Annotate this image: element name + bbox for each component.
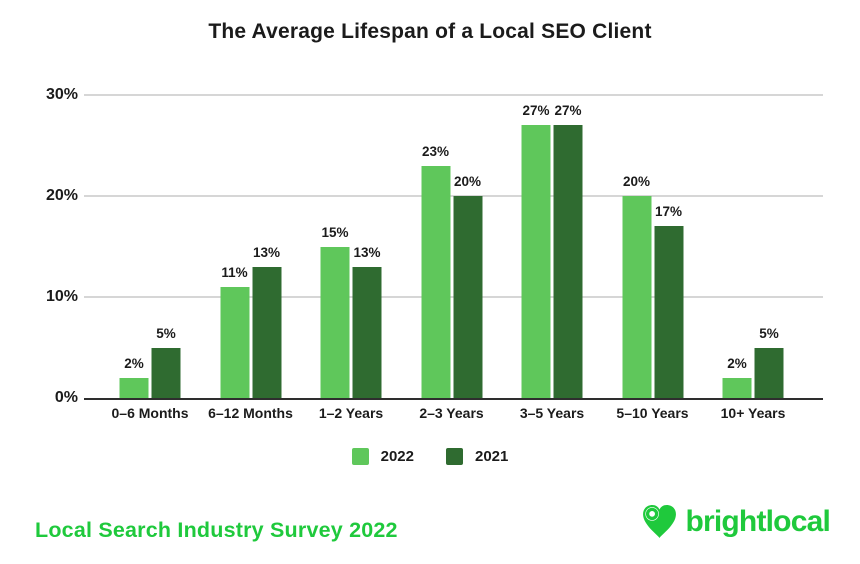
bar-column: 15% xyxy=(320,224,350,398)
legend-item-2022: 2022 xyxy=(351,448,414,465)
bar-value-label: 2% xyxy=(727,355,747,371)
x-axis-line xyxy=(84,397,823,400)
chart-title: The Average Lifespan of a Local SEO Clie… xyxy=(208,20,652,43)
bar-value-label: 5% xyxy=(759,325,779,341)
bar-column: 27% xyxy=(521,103,551,398)
bar-group-3: 15% 13% xyxy=(320,224,382,398)
y-tick-label: 10% xyxy=(45,288,78,305)
bar-2022 xyxy=(521,125,551,398)
bar-group-1: 2% 5% xyxy=(119,325,181,398)
legend-item-2021: 2021 xyxy=(446,448,508,465)
bar-column: 2% xyxy=(119,355,149,398)
bar-2022 xyxy=(220,286,249,398)
bar-value-label: 20% xyxy=(622,174,651,189)
category-label: 0–6 Months xyxy=(111,405,189,421)
y-tick-label: 20% xyxy=(45,187,78,204)
legend-swatch-2022 xyxy=(351,448,369,465)
bar-column: 5% xyxy=(754,325,784,398)
bar-value-label: 13% xyxy=(353,244,381,260)
legend-label-2021: 2021 xyxy=(475,448,509,465)
category-label: 2–3 Years xyxy=(419,405,484,421)
bar-2021 xyxy=(453,196,482,398)
bar-2021 xyxy=(252,266,281,398)
legend-label-2022: 2022 xyxy=(380,448,414,465)
category-label: 5–10 Years xyxy=(616,405,689,421)
bar-2022 xyxy=(320,246,350,398)
legend-swatch-2021 xyxy=(446,448,463,465)
category-label: 3–5 Years xyxy=(519,405,585,421)
bar-group-2: 11% 13% xyxy=(220,245,281,398)
y-tick-label: 30% xyxy=(45,86,78,103)
bar-2021 xyxy=(553,125,583,398)
bar-2022 xyxy=(622,196,651,398)
bar-2021 xyxy=(654,226,683,398)
bar-value-label: 20% xyxy=(453,174,482,189)
brightlocal-wordmark: brightlocal xyxy=(685,504,830,538)
heart-pin-icon xyxy=(643,505,677,538)
bar-group-7: 2% 5% xyxy=(722,325,784,398)
bar-column: 13% xyxy=(352,244,382,398)
category-label: 1–2 Years xyxy=(318,405,384,421)
survey-caption: Local Search Industry Survey 2022 xyxy=(35,518,398,542)
bar-column: 20% xyxy=(453,174,482,398)
bar-2022 xyxy=(421,165,450,398)
bar-group-4: 23% 20% xyxy=(421,144,482,398)
gridline-30 xyxy=(84,94,823,96)
bar-value-label: 27% xyxy=(554,103,582,119)
bar-2021 xyxy=(352,266,382,398)
brightlocal-logo: brightlocal xyxy=(641,504,831,539)
category-label: 10+ Years xyxy=(720,405,786,421)
bar-2022 xyxy=(119,377,149,398)
bar-value-label: 5% xyxy=(156,325,176,341)
legend: 2022 2021 xyxy=(0,448,860,465)
bar-value-label: 17% xyxy=(654,204,683,220)
bar-group-5: 27% 27% xyxy=(521,103,583,398)
bar-column: 5% xyxy=(151,325,181,398)
bar-2022 xyxy=(722,377,752,398)
category-label: 6–12 Months xyxy=(208,405,293,421)
bar-value-label: 23% xyxy=(421,143,450,159)
bar-column: 20% xyxy=(622,174,651,398)
bar-2021 xyxy=(754,347,784,398)
plot-area: 2% 5% 0–6 Months 11% 13% 6–12 Months 15% 13% 1–2… xyxy=(84,94,823,421)
y-tick-label: 0% xyxy=(54,389,78,406)
bar-value-label: 11% xyxy=(221,264,248,280)
bar-column: 17% xyxy=(654,204,683,398)
bar-column: 27% xyxy=(553,103,583,398)
bar-value-label: 15% xyxy=(321,224,349,240)
bar-value-label: 27% xyxy=(522,103,550,119)
bar-value-label: 13% xyxy=(252,244,281,260)
bar-column: 11% xyxy=(220,265,249,398)
bar-value-label: 2% xyxy=(124,355,144,371)
bar-group-6: 20% 17% xyxy=(622,174,683,398)
bar-column: 13% xyxy=(252,245,281,398)
bar-column: 23% xyxy=(421,144,450,398)
bar-column: 2% xyxy=(722,355,752,398)
bar-2021 xyxy=(151,347,181,398)
